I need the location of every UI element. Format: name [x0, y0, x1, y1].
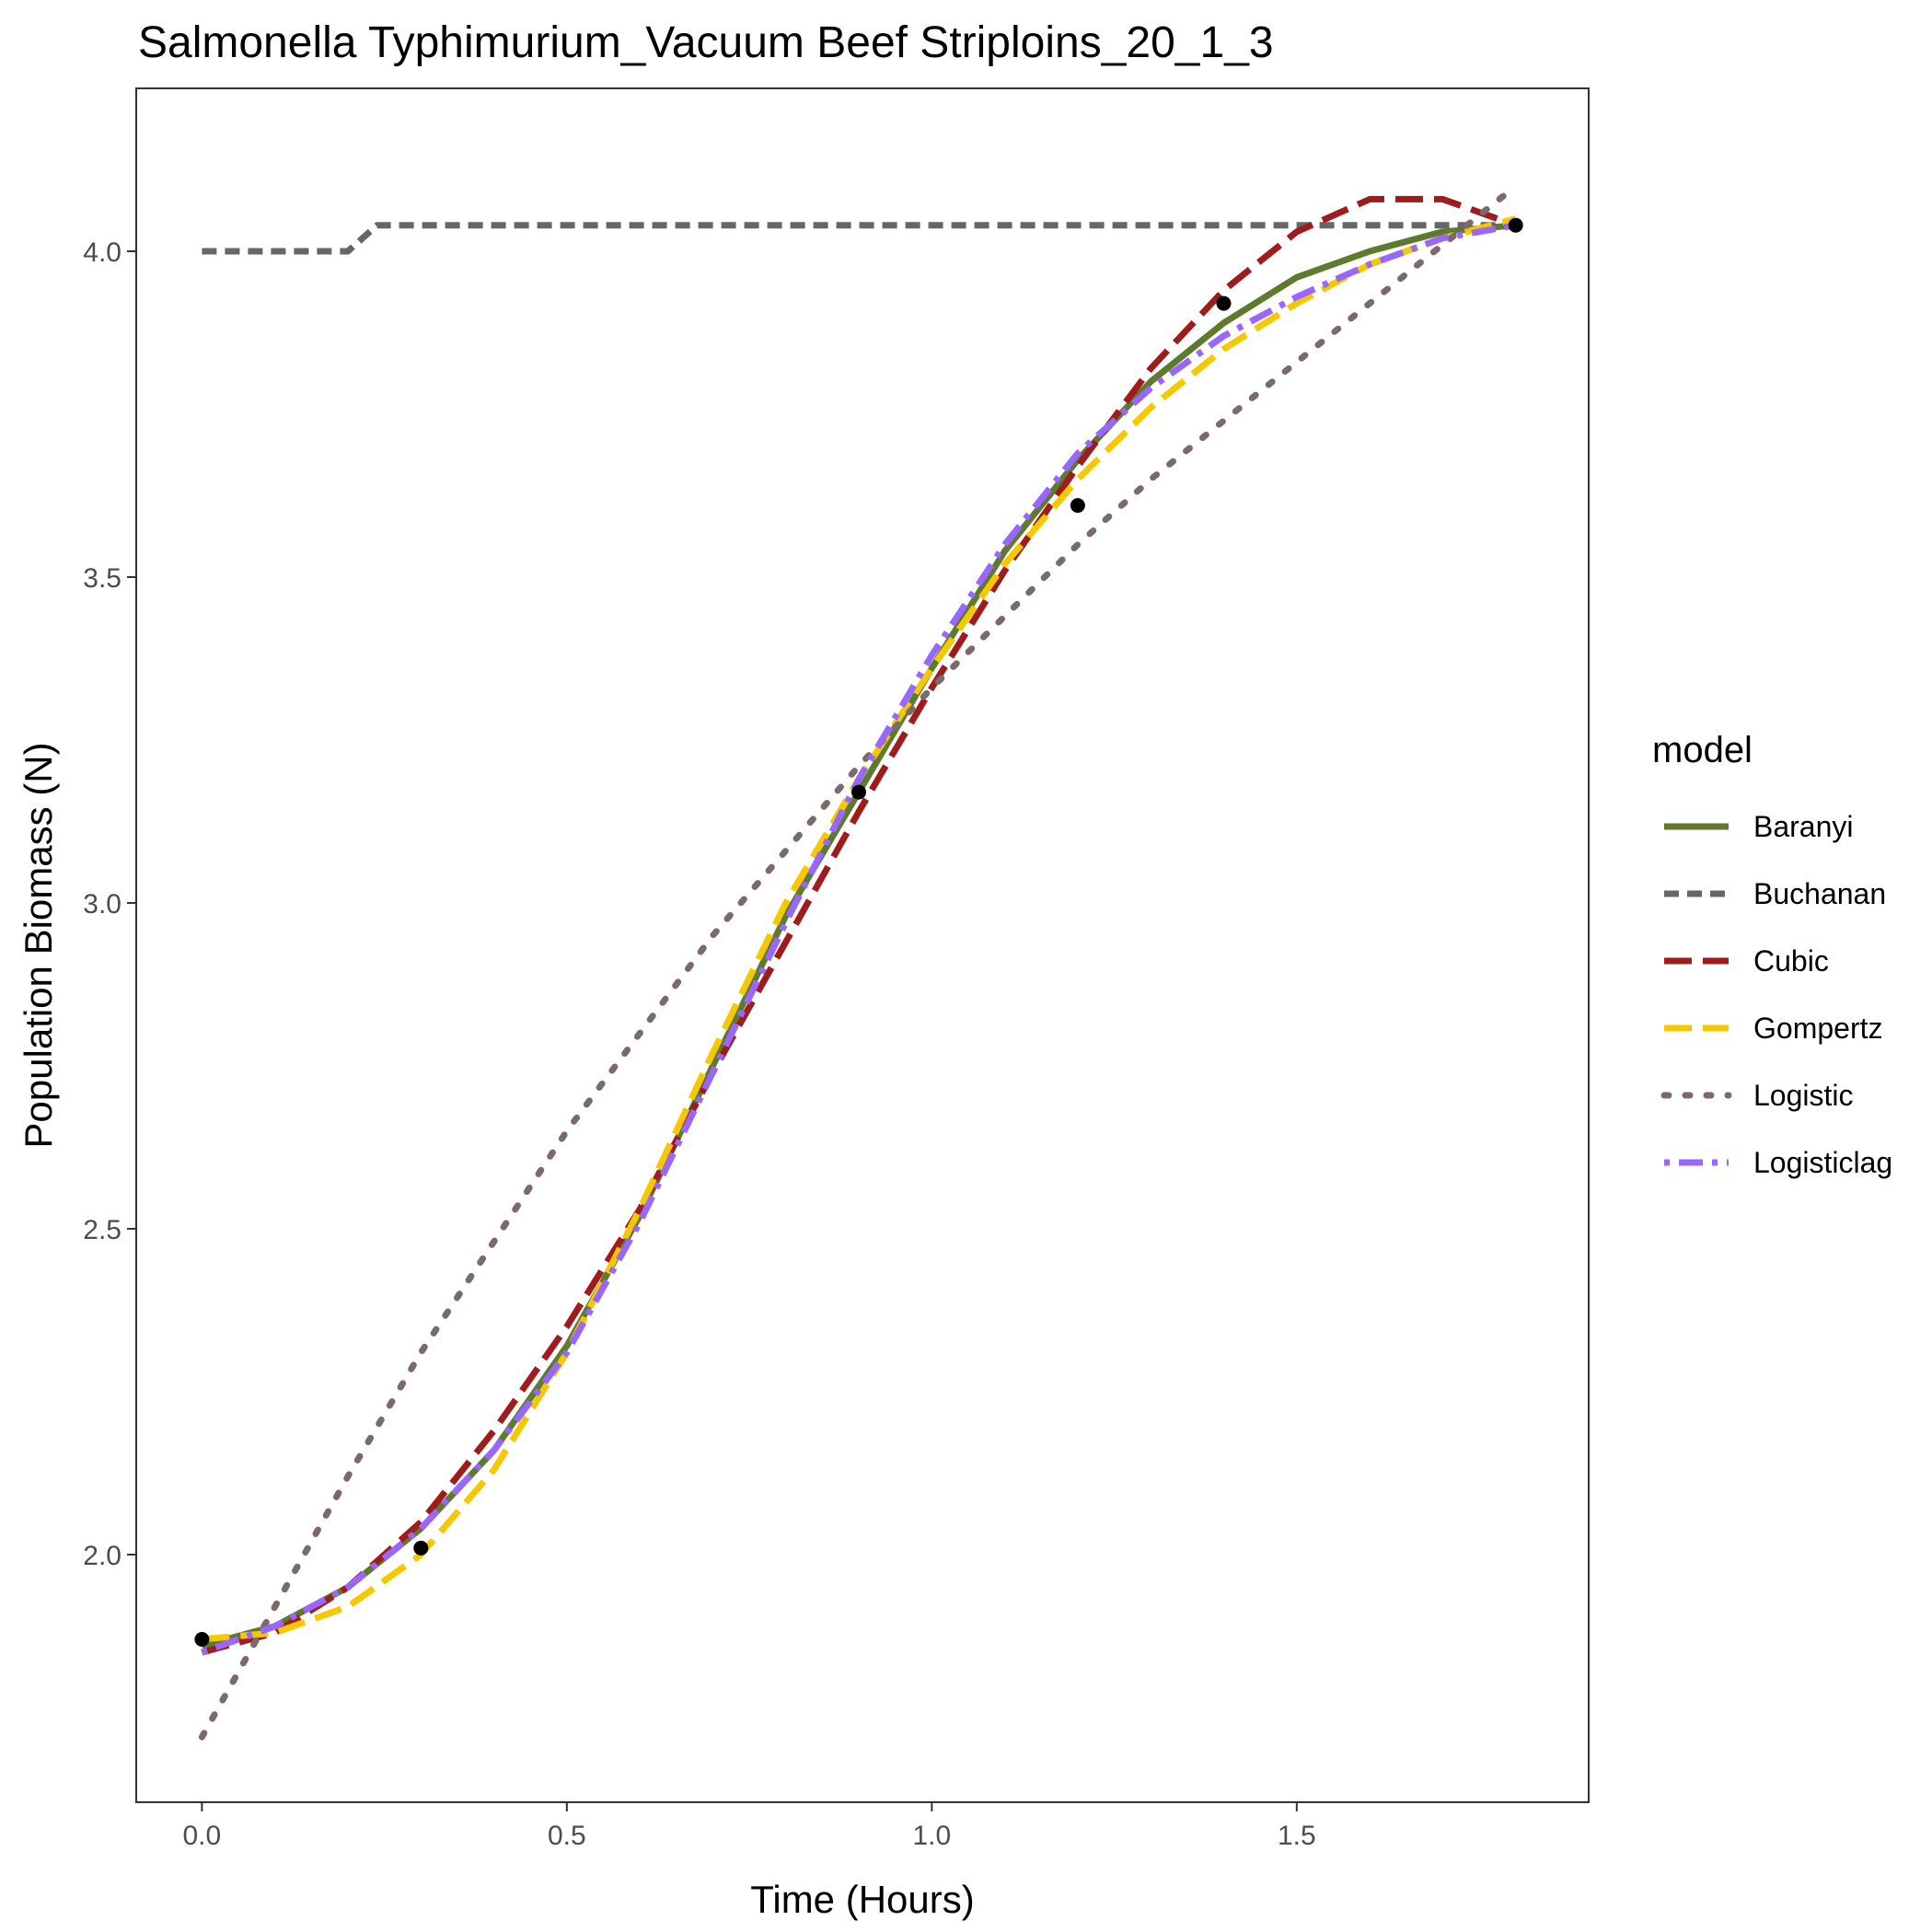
- legend: model Baranyi Buchanan Cubic Gompertz Logist…: [1652, 730, 1892, 1179]
- x-tick-label: 0.5: [548, 1821, 586, 1851]
- series-line-buchanan: [202, 222, 1516, 255]
- legend-label-cubic: Cubic: [1753, 944, 1829, 978]
- y-tick-label: 2.5: [83, 1215, 121, 1245]
- chart-title: Salmonella Typhimurium_Vacuum Beef Strip…: [138, 18, 1274, 67]
- data-point: [1216, 295, 1232, 311]
- legend-label-baranyi: Baranyi: [1753, 810, 1854, 843]
- legend-label-buchanan: Buchanan: [1753, 877, 1886, 910]
- data-point: [1070, 498, 1085, 514]
- series-line-logistic: [198, 182, 1520, 1741]
- y-axis: 2.0 2.5 3.0 3.5 4.0: [83, 237, 136, 1571]
- series-line-logisticlag: [201, 222, 1517, 1656]
- data-point: [851, 784, 866, 800]
- legend-label-gompertz: Gompertz: [1753, 1012, 1882, 1045]
- x-axis-title: Time (Hours): [750, 1878, 974, 1921]
- x-tick-label: 0.0: [183, 1821, 222, 1851]
- x-axis: 0.0 0.5 1.0 1.5: [183, 1802, 1316, 1851]
- y-axis-title: Population Biomass (N): [17, 742, 60, 1148]
- x-tick-label: 1.0: [912, 1821, 951, 1851]
- plot-points: [194, 217, 1523, 1647]
- data-point: [1508, 217, 1523, 233]
- data-point: [413, 1540, 429, 1556]
- y-tick-label: 3.5: [83, 563, 121, 594]
- legend-label-logisticlag: Logisticlag: [1753, 1146, 1892, 1179]
- legend-title: model: [1652, 730, 1753, 770]
- panel-border: [135, 87, 1590, 1803]
- y-tick-label: 4.0: [83, 237, 121, 268]
- legend-keys: Baranyi Buchanan Cubic Gompertz Logistic Logi…: [1660, 810, 1892, 1179]
- legend-label-logistic: Logistic: [1753, 1079, 1854, 1112]
- y-tick-label: 2.0: [83, 1541, 121, 1571]
- y-tick-label: 3.0: [83, 889, 121, 920]
- series-line-cubic: [201, 195, 1517, 1656]
- x-tick-label: 1.5: [1278, 1821, 1316, 1851]
- data-point: [194, 1632, 210, 1647]
